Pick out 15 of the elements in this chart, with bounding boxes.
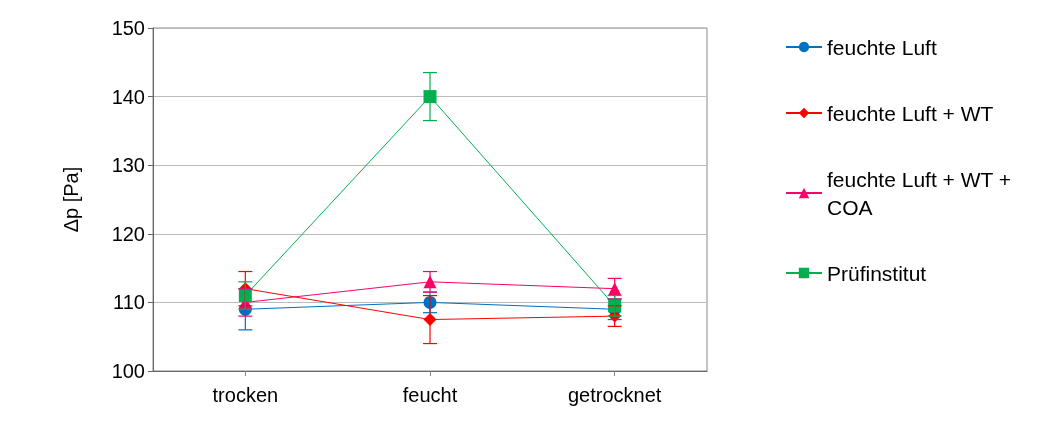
legend-label: feuchte Luft xyxy=(827,35,937,59)
legend-label: Prüfinstitut xyxy=(827,261,927,285)
legend-label: feuchte Luft + WT + COA xyxy=(827,167,1017,219)
x-tick-label: feucht xyxy=(402,384,458,406)
x-tick-label: getrocknet xyxy=(567,384,662,406)
y-tick-label: 140 xyxy=(111,85,145,108)
y-tick-label: 110 xyxy=(113,291,145,314)
y-tick-label: 120 xyxy=(111,222,145,245)
y-tick-label: 100 xyxy=(111,360,145,382)
y-axis-title: Δp [Pa] xyxy=(60,166,82,233)
x-tick-label: trocken xyxy=(212,384,279,406)
legend-label: feuchte Luft + WT xyxy=(827,101,994,125)
point xyxy=(238,289,252,303)
y-tick-label: 150 xyxy=(111,17,145,39)
y-tick-label: 130 xyxy=(111,154,145,177)
